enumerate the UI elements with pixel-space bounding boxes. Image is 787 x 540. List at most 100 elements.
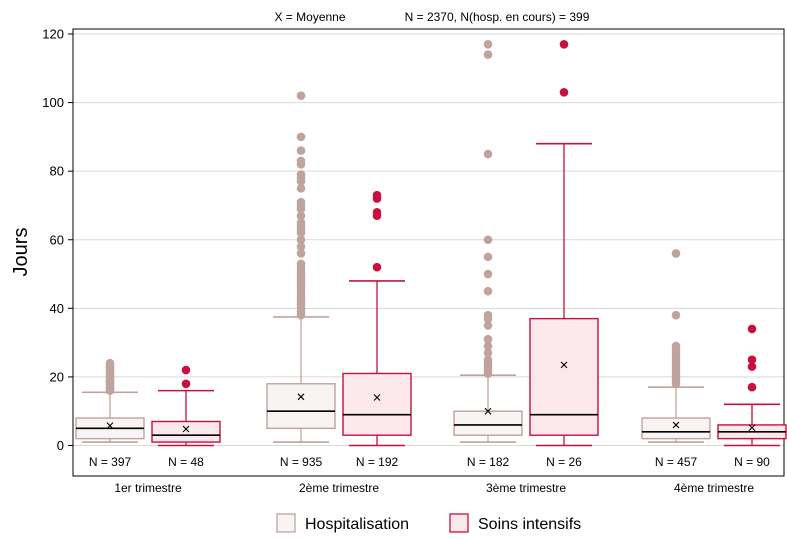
outlier-point bbox=[483, 310, 493, 320]
mean-marker bbox=[560, 361, 568, 369]
outlier-point bbox=[296, 91, 306, 101]
outlier-point bbox=[181, 365, 191, 375]
legend-swatch-1 bbox=[276, 513, 296, 533]
mean-note: X = Moyenne bbox=[274, 10, 345, 24]
mean-marker-stroke-b bbox=[182, 425, 190, 433]
n-label: N = 182 bbox=[467, 455, 510, 469]
outlier-point bbox=[483, 286, 493, 296]
mean-marker bbox=[748, 424, 756, 432]
outlier-point bbox=[296, 218, 306, 227]
mean-marker bbox=[373, 394, 381, 401]
box-hospitalisation-1: N = 397 bbox=[75, 358, 145, 469]
mean-marker bbox=[182, 425, 190, 433]
outlier-point bbox=[483, 235, 493, 245]
y-tick-label-20: 20 bbox=[50, 369, 64, 384]
mean-marker-stroke-b bbox=[297, 393, 305, 401]
outlier-point bbox=[296, 197, 306, 207]
iqr-box bbox=[266, 383, 336, 430]
outlier-point bbox=[483, 39, 493, 49]
category-label-4: 4ème trimestre bbox=[674, 481, 754, 495]
n-label: N = 397 bbox=[89, 455, 132, 469]
outlier-point bbox=[181, 379, 191, 389]
n-label: N = 192 bbox=[356, 455, 399, 469]
outlier-point bbox=[296, 170, 306, 179]
outlier-point bbox=[747, 382, 757, 392]
y-tick-label-80: 80 bbox=[50, 164, 64, 179]
n-label: N = 48 bbox=[168, 455, 204, 469]
outlier-point bbox=[296, 184, 306, 193]
box-soins-intensifs-2: N = 192 bbox=[342, 190, 412, 469]
legend-label-1: Hospitalisation bbox=[305, 516, 409, 533]
outlier-point bbox=[296, 211, 306, 221]
outlier-point bbox=[483, 355, 493, 365]
box-soins-intensifs-1: N = 48 bbox=[151, 365, 221, 469]
outlier-point bbox=[372, 262, 382, 272]
outlier-point bbox=[483, 149, 493, 159]
y-axis-label: Jours bbox=[10, 228, 32, 277]
iqr-box bbox=[151, 420, 221, 443]
outlier-point bbox=[483, 348, 493, 358]
y-tick-label-40: 40 bbox=[50, 301, 64, 316]
outlier-point bbox=[559, 87, 569, 97]
mean-marker bbox=[672, 421, 680, 429]
mean-marker-stroke-b bbox=[373, 394, 381, 401]
mean-marker-stroke-b bbox=[106, 422, 114, 429]
outlier-point bbox=[483, 341, 493, 351]
mean-marker bbox=[297, 393, 305, 401]
outlier-point bbox=[483, 252, 493, 262]
outlier-point bbox=[559, 39, 569, 49]
category-label-3: 3ème trimestre bbox=[486, 481, 566, 495]
y-tick-label-100: 100 bbox=[42, 95, 64, 110]
outlier-point bbox=[671, 341, 681, 351]
n-label: N = 457 bbox=[655, 455, 698, 469]
outlier-point bbox=[296, 132, 306, 142]
outlier-point bbox=[483, 269, 493, 279]
outlier-point bbox=[483, 50, 493, 59]
box-hospitalisation-2: N = 935 bbox=[266, 91, 336, 469]
outlier-point bbox=[747, 362, 757, 371]
n-label: N = 90 bbox=[734, 455, 770, 469]
outlier-point bbox=[671, 249, 681, 258]
outlier-point bbox=[105, 358, 115, 368]
legend-swatch-2 bbox=[449, 513, 469, 533]
box-hospitalisation-3: N = 182 bbox=[453, 39, 523, 469]
legend-label-2: Soins intensifs bbox=[478, 516, 581, 533]
mean-marker-stroke-b bbox=[484, 407, 492, 415]
iqr-box bbox=[453, 410, 523, 436]
category-label-1: 1er trimestre bbox=[114, 481, 182, 495]
box-soins-intensifs-4: N = 90 bbox=[717, 324, 787, 469]
outlier-point bbox=[296, 242, 306, 251]
outlier-point bbox=[483, 334, 493, 344]
outlier-point bbox=[671, 310, 681, 320]
outlier-point bbox=[483, 321, 493, 330]
outlier-point bbox=[296, 249, 306, 258]
y-tick-label-60: 60 bbox=[50, 232, 64, 247]
y-tick-label-0: 0 bbox=[57, 438, 64, 453]
box-soins-intensifs-3: N = 26 bbox=[529, 39, 599, 469]
outlier-point bbox=[372, 208, 382, 217]
mean-marker bbox=[484, 407, 492, 415]
iqr-box bbox=[641, 417, 711, 440]
outlier-point bbox=[747, 355, 757, 365]
iqr-box bbox=[342, 372, 412, 436]
plot-frame bbox=[72, 28, 785, 477]
outlier-point bbox=[296, 146, 306, 155]
box-hospitalisation-4: N = 457 bbox=[641, 249, 711, 469]
outlier-point bbox=[747, 324, 757, 334]
n-note: N = 2370, N(hosp. en cours) = 399 bbox=[405, 10, 590, 24]
outlier-point bbox=[372, 190, 382, 200]
outlier-point bbox=[296, 259, 306, 269]
outlier-point bbox=[296, 235, 306, 245]
n-label: N = 935 bbox=[280, 455, 323, 469]
y-tick-label-120: 120 bbox=[42, 27, 64, 42]
outlier-point bbox=[296, 156, 306, 166]
mean-marker-stroke-b bbox=[560, 361, 568, 369]
iqr-box bbox=[529, 317, 599, 436]
mean-marker bbox=[106, 422, 114, 429]
mean-marker-stroke-b bbox=[672, 421, 680, 429]
mean-marker-stroke-b bbox=[748, 424, 756, 432]
n-label: N = 26 bbox=[546, 455, 582, 469]
category-label-2: 2ème trimestre bbox=[299, 481, 379, 495]
legend: Hospitalisation Soins intensifs bbox=[276, 513, 581, 533]
